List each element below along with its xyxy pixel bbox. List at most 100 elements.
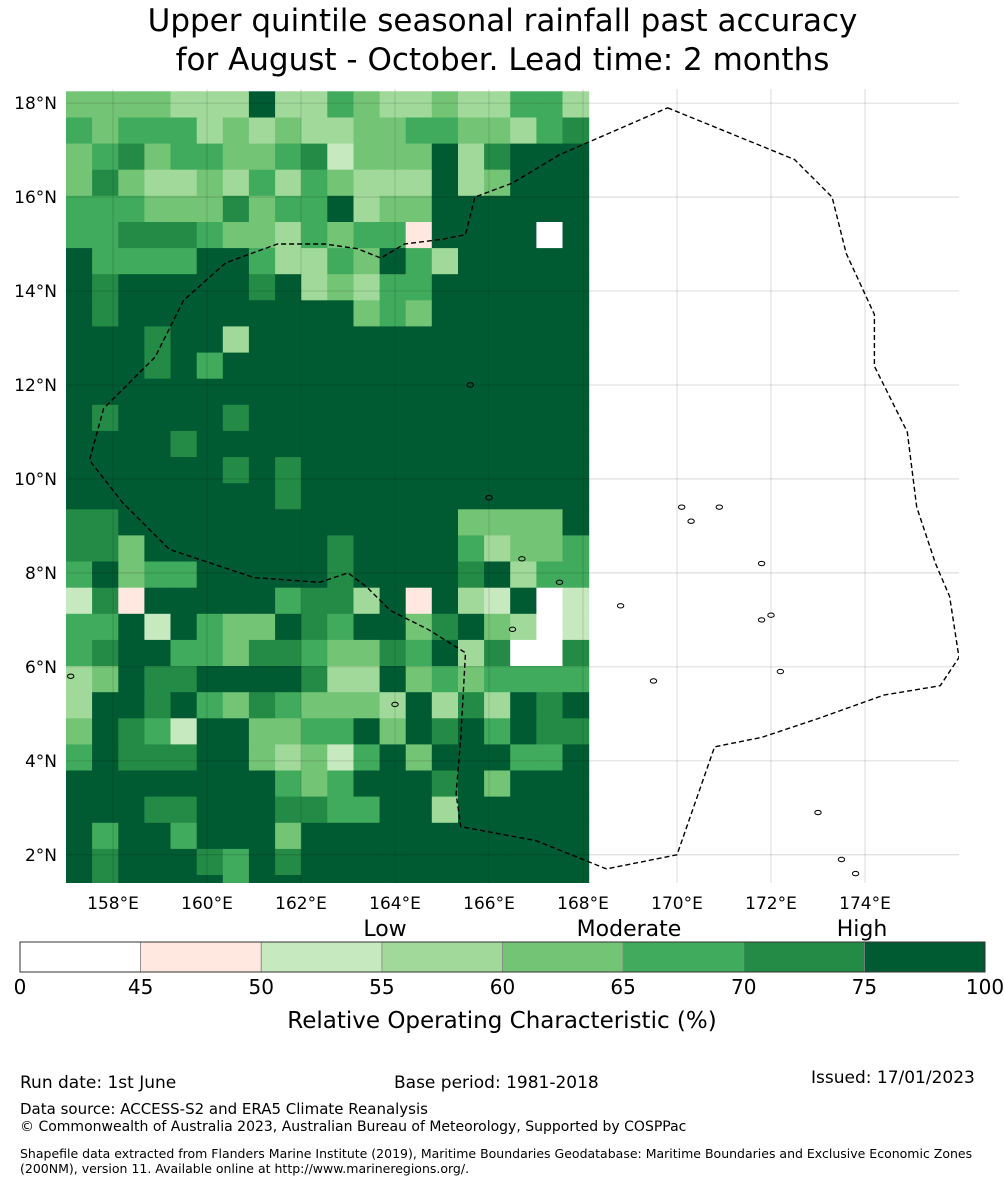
grid-cell	[92, 326, 119, 354]
grid-cell	[379, 692, 407, 719]
grid-cell	[353, 457, 381, 484]
grid-cell	[536, 404, 564, 432]
grid-cell	[196, 875, 224, 883]
grid-cell	[327, 509, 354, 536]
grid-cell	[562, 143, 590, 171]
colorbar-swatch	[622, 941, 745, 973]
grid-cell	[222, 378, 250, 406]
grid-cell	[510, 509, 537, 536]
grid-cell	[66, 352, 93, 380]
grid-cell	[248, 770, 276, 798]
grid-cell	[66, 248, 93, 275]
grid-cell	[510, 430, 537, 458]
grid-cell	[92, 666, 119, 693]
longitude-label: 160°E	[181, 894, 233, 910]
grid-cell	[405, 796, 433, 824]
grid-cell	[405, 457, 433, 484]
grid-cell	[170, 457, 198, 484]
grid-cell	[170, 117, 198, 145]
grid-cell	[248, 535, 276, 563]
grid-cell	[458, 561, 485, 589]
grid-cell	[92, 117, 119, 145]
grid-cell	[379, 195, 407, 223]
grid-cell	[248, 274, 276, 301]
grid-cell	[92, 248, 119, 275]
grid-cell	[405, 535, 433, 563]
grid-cell	[170, 143, 198, 171]
colorbar-tick-label: 100	[966, 975, 1004, 999]
grid-cell	[301, 404, 328, 432]
grid-cell	[536, 117, 564, 145]
grid-cell	[275, 195, 302, 223]
grid-cell	[510, 587, 537, 615]
grid-cell	[510, 326, 537, 354]
latitude-labels: 18°N 16°N 14°N 12°N 10°N 8°N 6°N 4°N 2°N	[14, 94, 57, 866]
grid-cell	[431, 875, 459, 883]
grid-cell	[66, 796, 93, 824]
grid-cell	[353, 483, 381, 510]
grid-cell	[118, 274, 145, 301]
grid-cell	[458, 430, 485, 458]
grid-cell	[327, 169, 354, 197]
grid-cell	[196, 326, 224, 354]
grid-cell	[275, 509, 302, 536]
grid-cell	[405, 117, 433, 145]
grid-cell	[379, 143, 407, 171]
grid-cell	[196, 169, 224, 197]
grid-cell	[536, 744, 564, 772]
grid-cell	[66, 848, 93, 876]
grid-cell	[405, 692, 433, 719]
grid-cell	[405, 222, 433, 249]
issued-date: Issued: 17/01/2023	[811, 1068, 975, 1088]
grid-cell	[379, 457, 407, 484]
grid-cell	[92, 457, 119, 484]
grid-cell	[170, 613, 198, 641]
grid-cell	[66, 378, 93, 406]
grid-cell	[170, 430, 198, 458]
grid-cell	[458, 822, 485, 850]
grid-cell	[66, 169, 93, 197]
grid-cell	[118, 483, 145, 510]
grid-cell	[458, 535, 485, 563]
grid-cell	[275, 91, 302, 118]
island-outline	[67, 673, 75, 679]
latitude-label: 6°N	[25, 658, 57, 678]
grid-cell	[379, 770, 407, 798]
grid-cell	[510, 692, 537, 719]
grid-cell	[379, 169, 407, 197]
grid-cell	[562, 535, 590, 563]
grid-cell	[510, 195, 537, 223]
grid-cell	[144, 692, 172, 719]
grid-cell	[379, 666, 407, 693]
latitude-label: 8°N	[25, 564, 57, 584]
grid-cell	[431, 848, 459, 876]
grid-cell	[248, 718, 276, 745]
colorbar-frame	[19, 941, 986, 973]
grid-cell	[170, 352, 198, 380]
grid-cell	[248, 300, 276, 327]
grid-cell	[170, 195, 198, 223]
grid-cell	[327, 404, 354, 432]
longitude-label: 158°E	[87, 894, 139, 910]
grid-cell	[327, 222, 354, 249]
grid-cell	[458, 404, 485, 432]
grid-cell	[275, 169, 302, 197]
grid-cell	[196, 300, 224, 327]
grid-cell	[458, 300, 485, 327]
grid-cell	[431, 587, 459, 615]
grid-cell	[353, 613, 381, 641]
grid-cell	[327, 822, 354, 850]
grid-cell	[248, 848, 276, 876]
grid-cell	[118, 326, 145, 354]
grid-cell	[431, 613, 459, 641]
grid-cell	[275, 848, 302, 876]
grid-cell	[301, 248, 328, 275]
grid-cell	[327, 300, 354, 327]
grid-cell	[118, 430, 145, 458]
grid-cell	[405, 509, 433, 536]
grid-cell	[144, 378, 172, 406]
grid-cell	[562, 326, 590, 354]
grid-cell	[562, 169, 590, 197]
grid-cell	[562, 404, 590, 432]
grid-cell	[458, 770, 485, 798]
